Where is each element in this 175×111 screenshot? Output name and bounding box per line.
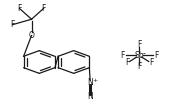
Text: F: F [41,4,46,13]
Text: F: F [125,58,130,67]
Text: O: O [29,31,34,40]
Text: N: N [87,77,93,86]
Text: F: F [10,20,15,29]
Text: N: N [87,92,93,101]
Text: F: F [149,58,153,67]
Text: F: F [137,40,141,49]
Text: F: F [154,51,158,60]
Text: F: F [17,4,22,13]
Text: -: - [143,49,146,58]
Text: Sb: Sb [134,51,144,60]
Text: F: F [137,62,141,71]
Text: F: F [120,51,125,60]
Text: +: + [92,78,97,83]
